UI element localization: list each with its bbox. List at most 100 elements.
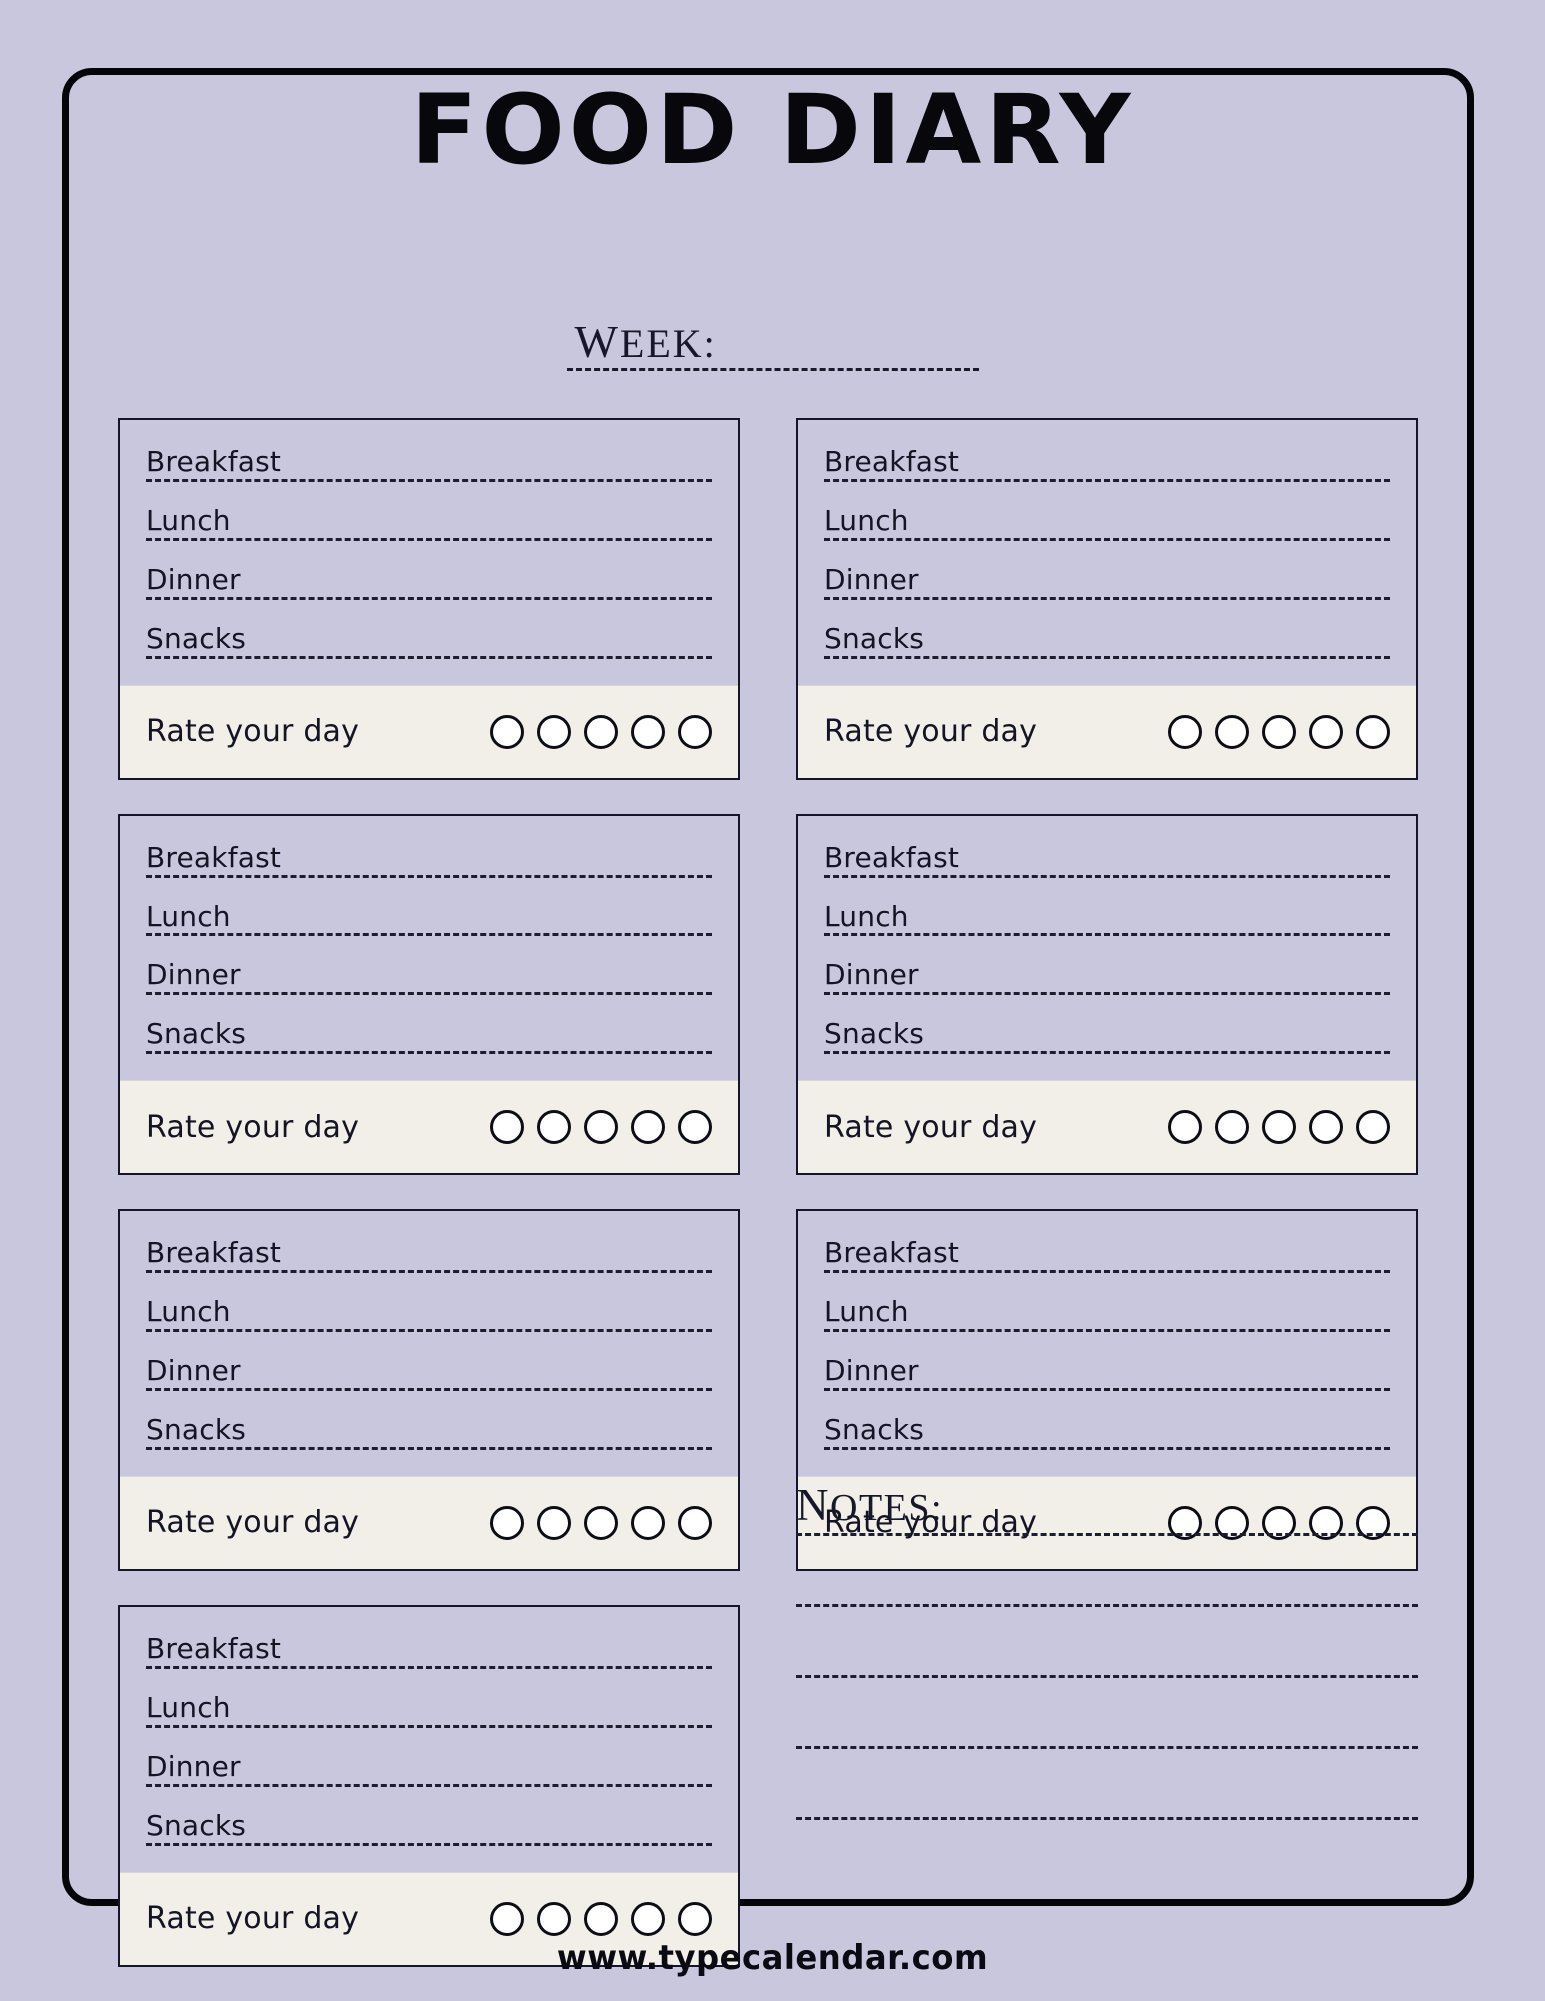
rating-circle-icon[interactable] bbox=[537, 1901, 571, 1936]
meal-label: Snacks bbox=[824, 1017, 925, 1051]
rating-circle-group bbox=[490, 714, 712, 749]
rating-circle-icon[interactable] bbox=[1309, 1110, 1343, 1145]
meal-write-line[interactable] bbox=[146, 933, 712, 937]
meal-write-line[interactable] bbox=[146, 1387, 712, 1391]
meal-write-line[interactable] bbox=[824, 655, 1390, 659]
rating-circle-icon[interactable] bbox=[631, 1901, 665, 1936]
meal-write-line[interactable] bbox=[146, 655, 712, 659]
meal-write-line[interactable] bbox=[824, 992, 1390, 996]
meal-row: Dinner bbox=[146, 958, 712, 996]
rating-circle-icon[interactable] bbox=[1356, 1110, 1390, 1145]
meal-row: Breakfast bbox=[146, 841, 712, 878]
meal-write-line[interactable] bbox=[146, 992, 712, 996]
meal-write-line[interactable] bbox=[824, 478, 1390, 482]
rating-circle-icon[interactable] bbox=[490, 714, 524, 749]
notes-write-line[interactable] bbox=[796, 1746, 1418, 1750]
notes-write-lines bbox=[796, 1533, 1418, 1821]
week-field[interactable]: WEEK: bbox=[566, 316, 979, 372]
meal-label: Snacks bbox=[146, 1412, 247, 1446]
rating-circle-icon[interactable] bbox=[1168, 1110, 1202, 1145]
rating-circle-icon[interactable] bbox=[490, 1505, 524, 1540]
rating-circle-icon[interactable] bbox=[678, 714, 712, 749]
meal-label: Breakfast bbox=[824, 840, 960, 874]
meal-write-line[interactable] bbox=[146, 1783, 712, 1787]
meal-list: Breakfast Lunch Dinner Snacks bbox=[120, 1211, 738, 1476]
rating-circle-icon[interactable] bbox=[678, 1110, 712, 1145]
meal-label: Dinner bbox=[146, 958, 241, 992]
meal-row: Snacks bbox=[824, 1414, 1390, 1450]
footer-website-url[interactable]: www.typecalendar.com bbox=[556, 1938, 989, 1978]
notes-write-line[interactable] bbox=[796, 1604, 1418, 1608]
notes-write-line[interactable] bbox=[796, 1675, 1418, 1679]
meal-write-line[interactable] bbox=[824, 1329, 1390, 1333]
rating-circle-icon[interactable] bbox=[537, 714, 571, 749]
meal-row: Breakfast bbox=[146, 1632, 712, 1669]
rating-circle-icon[interactable] bbox=[631, 714, 665, 749]
meal-write-line[interactable] bbox=[824, 933, 1390, 937]
meal-write-line[interactable] bbox=[146, 1051, 712, 1055]
rating-circle-icon[interactable] bbox=[490, 1901, 524, 1936]
rating-circle-icon[interactable] bbox=[631, 1110, 665, 1145]
meal-row: Breakfast bbox=[146, 1236, 712, 1274]
meal-label: Breakfast bbox=[146, 1236, 282, 1270]
meal-write-line[interactable] bbox=[146, 1665, 712, 1669]
meal-write-line[interactable] bbox=[146, 596, 712, 600]
rating-circle-icon[interactable] bbox=[584, 1505, 618, 1540]
rate-your-day-bar: Rate your day bbox=[798, 1080, 1416, 1174]
meal-write-line[interactable] bbox=[824, 537, 1390, 541]
meal-write-line[interactable] bbox=[824, 1270, 1390, 1274]
notes-write-line[interactable] bbox=[796, 1533, 1418, 1537]
rating-circle-icon[interactable] bbox=[584, 714, 618, 749]
meal-label: Lunch bbox=[146, 1690, 231, 1724]
rate-your-day-label: Rate your day bbox=[824, 714, 1038, 750]
rating-circle-icon[interactable] bbox=[1356, 714, 1390, 749]
rating-circle-icon[interactable] bbox=[678, 1505, 712, 1540]
meal-write-line[interactable] bbox=[824, 1051, 1390, 1055]
week-label-capital: W bbox=[574, 316, 620, 367]
rating-circle-icon[interactable] bbox=[584, 1110, 618, 1145]
meal-write-line[interactable] bbox=[824, 596, 1390, 600]
meal-row: Snacks bbox=[146, 622, 712, 659]
meal-row: Breakfast bbox=[146, 446, 712, 482]
rating-circle-icon[interactable] bbox=[537, 1505, 571, 1540]
meal-write-line[interactable] bbox=[146, 478, 712, 482]
rating-circle-group bbox=[490, 1110, 712, 1145]
rating-circle-icon[interactable] bbox=[631, 1505, 665, 1540]
meal-write-line[interactable] bbox=[146, 1270, 712, 1274]
meal-write-line[interactable] bbox=[146, 1446, 712, 1450]
rating-circle-icon[interactable] bbox=[584, 1901, 618, 1936]
rate-your-day-bar: Rate your day bbox=[120, 1475, 738, 1569]
week-write-line[interactable] bbox=[566, 368, 979, 372]
meal-write-line[interactable] bbox=[824, 1387, 1390, 1391]
notes-write-line[interactable] bbox=[796, 1817, 1418, 1821]
meal-write-line[interactable] bbox=[146, 874, 712, 878]
rating-circle-icon[interactable] bbox=[1262, 714, 1296, 749]
rating-circle-icon[interactable] bbox=[678, 1901, 712, 1936]
rating-circle-group bbox=[1168, 1110, 1390, 1145]
meal-label: Dinner bbox=[146, 562, 241, 596]
meal-row: Snacks bbox=[146, 1414, 712, 1450]
rating-circle-icon[interactable] bbox=[1215, 714, 1249, 749]
meal-write-line[interactable] bbox=[146, 1842, 712, 1846]
week-label-rest: EEK: bbox=[619, 321, 717, 366]
meal-label: Lunch bbox=[146, 503, 231, 537]
meal-write-line[interactable] bbox=[146, 1724, 712, 1728]
rating-circle-icon[interactable] bbox=[1215, 1110, 1249, 1145]
rating-circle-icon[interactable] bbox=[1168, 714, 1202, 749]
rate-your-day-label: Rate your day bbox=[146, 1505, 360, 1541]
rate-your-day-bar: Rate your day bbox=[120, 1871, 738, 1965]
rating-circle-icon[interactable] bbox=[1262, 1110, 1296, 1145]
rating-circle-icon[interactable] bbox=[1309, 714, 1343, 749]
meal-write-line[interactable] bbox=[146, 1329, 712, 1333]
rating-circle-icon[interactable] bbox=[490, 1110, 524, 1145]
meal-label: Dinner bbox=[824, 562, 919, 596]
meal-label: Snacks bbox=[824, 1412, 925, 1446]
meal-write-line[interactable] bbox=[824, 1446, 1390, 1450]
day-card: Breakfast Lunch Dinner Snacks Rate your day bbox=[118, 1604, 740, 1967]
meal-write-line[interactable] bbox=[146, 537, 712, 541]
meal-write-line[interactable] bbox=[824, 874, 1390, 878]
notes-section: NOTES: bbox=[796, 1481, 1418, 1821]
day-card: Breakfast Lunch Dinner Snacks Rate your day bbox=[796, 1209, 1418, 1571]
rating-circle-icon[interactable] bbox=[537, 1110, 571, 1145]
meal-row: Breakfast bbox=[824, 1237, 1390, 1274]
